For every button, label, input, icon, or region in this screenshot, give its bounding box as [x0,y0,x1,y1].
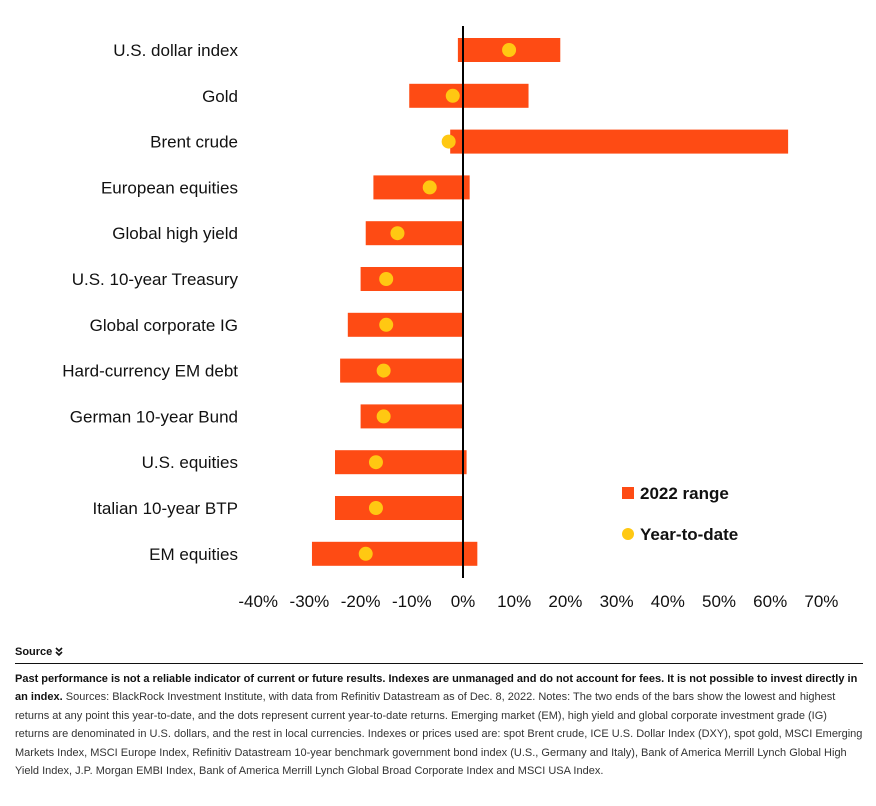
source-divider [15,663,863,664]
source-toggle-label: Source [15,646,53,658]
range-bar [450,129,789,154]
legend-ytd-label: Year-to-date [640,525,738,544]
category-label: U.S. dollar index [113,41,238,60]
x-tick-label: 40% [651,592,685,611]
x-tick-label: 70% [804,592,838,611]
category-label: EM equities [149,545,238,564]
range-bar [409,83,529,108]
category-label: European equities [101,178,238,197]
category-label: U.S. 10-year Treasury [72,270,239,289]
legend: 2022 range Year-to-date [622,484,738,544]
category-label: Gold [202,87,238,106]
double-chevron-down-icon [55,647,63,657]
legend-ytd-swatch [622,528,634,540]
source-toggle[interactable]: Source [15,645,63,659]
ytd-dot [358,546,373,561]
range-bar [335,496,463,520]
ytd-dot [368,455,383,470]
x-tick-label: -40% [238,592,278,611]
category-labels: U.S. dollar index Gold Brent crude European… [62,41,238,564]
category-label: Hard-currency EM debt [62,362,238,381]
x-tick-label: -20% [341,592,381,611]
ytd-dot [441,134,456,149]
category-label: Brent crude [150,133,238,152]
x-tick-label: 30% [600,592,634,611]
x-tick-label: 10% [497,592,531,611]
x-tick-label: 60% [753,592,787,611]
ytd-dot [379,272,394,286]
category-label: German 10-year Bund [70,407,238,426]
notes-text: Sources: BlackRock Investment Institute,… [15,691,863,778]
legend-range-label: 2022 range [640,484,729,503]
x-tick-label: 50% [702,592,736,611]
x-tick-label: -30% [290,592,330,611]
disclaimer-text: Past performance is not a reliable indic… [15,673,858,704]
range-bar [360,404,463,429]
x-tick-label: 20% [548,592,582,611]
ytd-dots [358,43,517,561]
range-bar [347,312,463,337]
range-bar [373,175,470,200]
range-bar [365,221,463,246]
range-chart: U.S. dollar index Gold Brent crude European… [62,26,838,611]
ytd-dot [390,226,405,241]
category-label: Italian 10-year BTP [92,499,238,518]
x-axis-tick-labels: -40% -30% -20% -10% 0% 10% 20% 30% 40% 50% 60% 70% [238,592,838,611]
legend-range-swatch [622,487,634,499]
ytd-dot [376,363,391,378]
ytd-dot [368,501,383,515]
category-label: Global high yield [112,224,238,243]
ytd-dot [379,317,394,332]
range-bar [311,541,478,566]
category-label: Global corporate IG [90,316,238,335]
source-section: Source Past performance is not a reliabl… [15,645,863,780]
ytd-dot [445,88,460,103]
x-tick-label: 0% [451,592,476,611]
range-bar [360,267,463,291]
ytd-dot [422,180,437,195]
range-bar [335,450,467,475]
ytd-dot [502,43,517,57]
range-bar [340,358,463,383]
source-notes: Past performance is not a reliable indic… [15,670,863,780]
category-label: U.S. equities [142,453,238,472]
ytd-dot [376,409,391,424]
x-tick-label: -10% [392,592,432,611]
